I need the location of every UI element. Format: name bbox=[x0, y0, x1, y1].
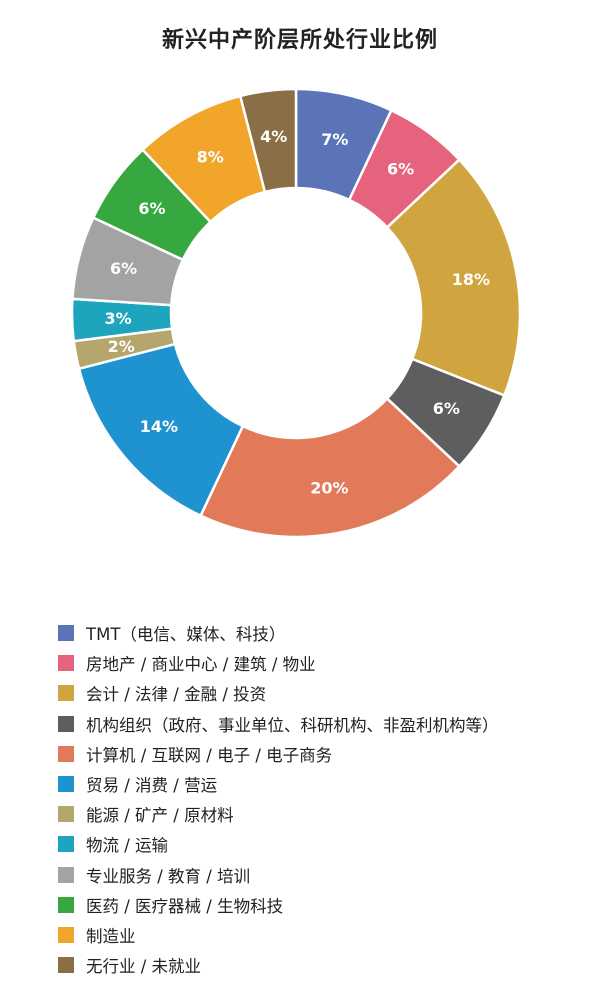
legend-swatch bbox=[58, 957, 74, 974]
legend-label: 机构组织（政府、事业单位、科研机构、非盈利机构等） bbox=[86, 715, 499, 735]
data-label-4: 6% bbox=[433, 399, 460, 418]
donut-chart: 7% 6% 18% 6% 20% 14% 2% 3% 6% 6% 8% 4% bbox=[70, 87, 522, 539]
legend-swatch bbox=[58, 685, 74, 702]
legend-label: 制造业 bbox=[86, 926, 136, 946]
legend-label: 物流 / 运输 bbox=[86, 836, 169, 856]
legend-item: 机构组织（政府、事业单位、科研机构、非盈利机构等） bbox=[58, 709, 499, 739]
legend-label: TMT（电信、媒体、科技） bbox=[86, 625, 286, 645]
legend-item: TMT（电信、媒体、科技） bbox=[58, 618, 499, 648]
data-label-12: 4% bbox=[260, 127, 287, 146]
legend-item: 贸易 / 消费 / 营运 bbox=[58, 769, 499, 799]
data-label-1: 7% bbox=[321, 130, 348, 149]
donut-slices bbox=[70, 87, 522, 539]
data-label-5: 20% bbox=[310, 478, 348, 497]
legend-label: 医药 / 医疗器械 / 生物科技 bbox=[86, 896, 284, 916]
legend-swatch bbox=[58, 745, 74, 762]
data-label-7: 2% bbox=[108, 337, 135, 356]
legend-label: 会计 / 法律 / 金融 / 投资 bbox=[86, 685, 267, 705]
legend-item: 会计 / 法律 / 金融 / 投资 bbox=[58, 678, 499, 708]
data-label-6: 14% bbox=[140, 417, 178, 436]
data-label-2: 6% bbox=[387, 159, 414, 178]
data-label-11: 8% bbox=[197, 148, 224, 167]
legend-label: 房地产 / 商业中心 / 建筑 / 物业 bbox=[86, 655, 316, 675]
legend-label: 能源 / 矿产 / 原材料 bbox=[86, 806, 234, 826]
legend-item: 房地产 / 商业中心 / 建筑 / 物业 bbox=[58, 648, 499, 678]
data-label-3: 18% bbox=[452, 270, 490, 289]
legend-item: 医药 / 医疗器械 / 生物科技 bbox=[58, 890, 499, 920]
legend-swatch bbox=[58, 866, 74, 883]
legend-label: 无行业 / 未就业 bbox=[86, 957, 202, 977]
data-label-8: 3% bbox=[105, 309, 132, 328]
legend-item: 物流 / 运输 bbox=[58, 829, 499, 859]
legend-swatch bbox=[58, 926, 74, 943]
legend-swatch bbox=[58, 776, 74, 793]
data-labels: 7% 6% 18% 6% 20% 14% 2% 3% 6% 6% 8% 4% bbox=[105, 127, 490, 497]
slice-3 bbox=[385, 157, 522, 398]
chart-title: 新兴中产阶层所处行业比例 bbox=[161, 28, 438, 53]
legend-item: 专业服务 / 教育 / 培训 bbox=[58, 860, 499, 890]
legend-item: 计算机 / 互联网 / 电子 / 电子商务 bbox=[58, 739, 499, 769]
legend: TMT（电信、媒体、科技） 房地产 / 商业中心 / 建筑 / 物业 会计 / 法律… bbox=[58, 618, 499, 980]
legend-swatch bbox=[58, 625, 74, 642]
legend-item: 制造业 bbox=[58, 920, 499, 950]
legend-swatch bbox=[58, 896, 74, 913]
legend-swatch bbox=[58, 836, 74, 853]
legend-item: 能源 / 矿产 / 原材料 bbox=[58, 799, 499, 829]
data-label-9: 6% bbox=[110, 259, 137, 278]
legend-swatch bbox=[58, 715, 74, 732]
legend-label: 专业服务 / 教育 / 培训 bbox=[86, 866, 251, 886]
slice-12 bbox=[238, 87, 298, 194]
slice-5 bbox=[198, 396, 462, 539]
legend-label: 贸易 / 消费 / 营运 bbox=[86, 776, 218, 796]
data-label-10: 6% bbox=[138, 199, 165, 218]
legend-swatch bbox=[58, 655, 74, 672]
legend-swatch bbox=[58, 806, 74, 823]
legend-label: 计算机 / 互联网 / 电子 / 电子商务 bbox=[86, 745, 333, 765]
legend-item: 无行业 / 未就业 bbox=[58, 950, 499, 980]
